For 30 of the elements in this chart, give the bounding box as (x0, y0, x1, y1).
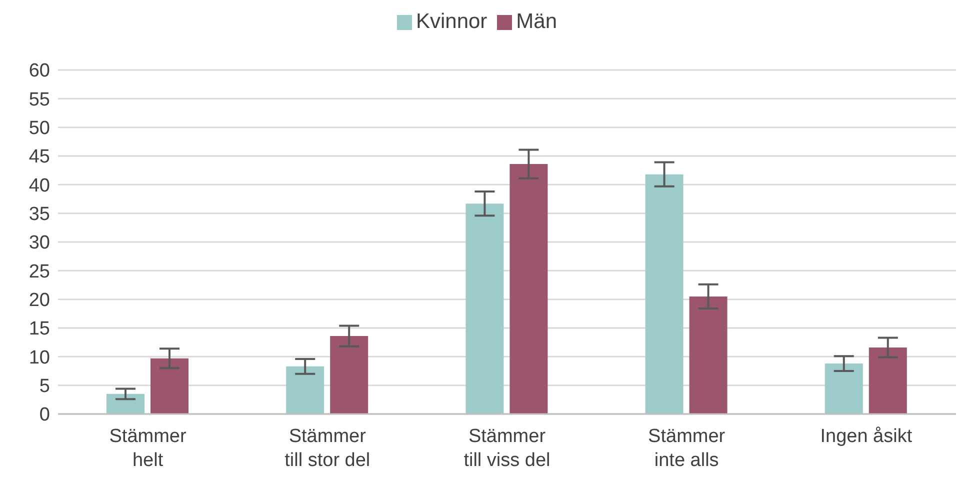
bar (106, 394, 144, 414)
bar (868, 347, 907, 414)
y-tick-label: 40 (28, 175, 50, 196)
y-tick-label: 25 (28, 261, 50, 282)
y-tick-label: 50 (28, 118, 50, 140)
y-tick-label: 45 (28, 146, 50, 168)
x-tick-label: Stämmer helt (109, 426, 187, 471)
bar (510, 164, 548, 414)
y-tick-label: 20 (28, 290, 50, 312)
y-tick-label: 35 (28, 204, 50, 226)
y-tick-label: 60 (28, 60, 50, 82)
bar (645, 174, 684, 414)
legend-label: Kvinnor (416, 10, 488, 33)
bar (150, 358, 188, 414)
bar (286, 366, 324, 414)
y-tick-label: 5 (39, 376, 50, 398)
x-tick-label: Stämmer inte alls (648, 426, 726, 471)
y-tick-label: 15 (28, 318, 50, 340)
x-tick-label: Stämmer till stor del (284, 426, 370, 471)
legend-label: Män (516, 10, 558, 33)
x-tick-label: Ingen åsikt (820, 426, 913, 447)
bar (330, 336, 368, 414)
bar (689, 296, 728, 414)
x-tick-label: Stämmer till viss del (464, 426, 550, 471)
y-tick-label: 30 (28, 232, 50, 254)
y-tick-label: 55 (28, 89, 50, 110)
bar (824, 364, 863, 414)
bar (466, 204, 504, 414)
y-tick-label: 0 (39, 404, 50, 426)
y-tick-label: 10 (28, 347, 50, 368)
